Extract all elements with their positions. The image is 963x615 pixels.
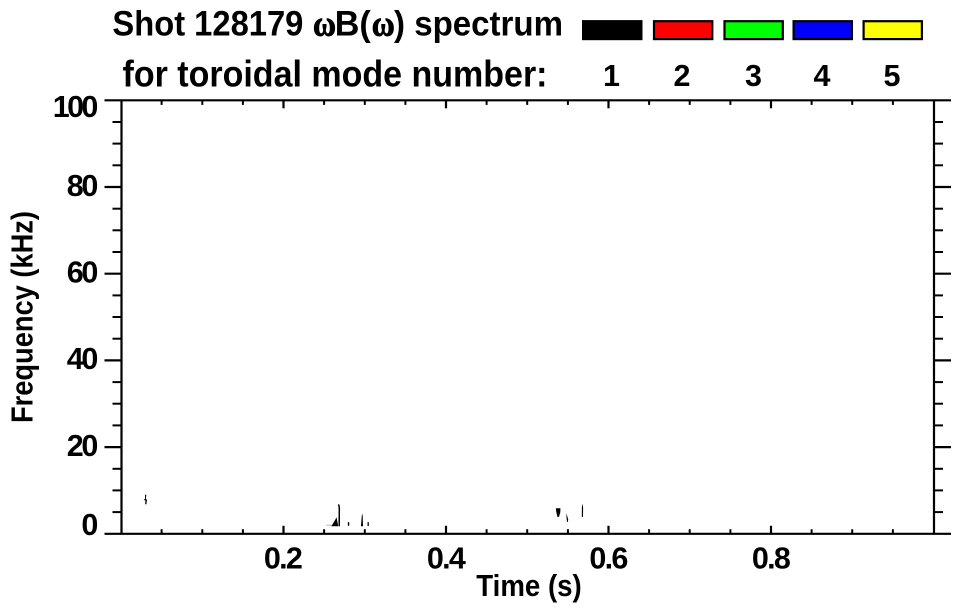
svg-text:) spectrum: ) spectrum [394, 5, 563, 44]
svg-text:80: 80 [67, 169, 99, 203]
svg-text:40: 40 [67, 342, 99, 376]
svg-text:Frequency (kHz): Frequency (kHz) [6, 211, 40, 423]
svg-text:100: 100 [53, 90, 99, 124]
svg-text:2: 2 [674, 59, 691, 93]
svg-text:0: 0 [81, 508, 98, 542]
svg-text:Shot 128179: Shot 128179 [112, 5, 303, 44]
svg-text:0.4: 0.4 [427, 542, 466, 576]
svg-text:ω: ω [372, 4, 395, 44]
svg-text:20: 20 [67, 429, 99, 463]
svg-text:60: 60 [67, 256, 99, 290]
svg-text:4: 4 [814, 59, 831, 93]
svg-text:0.2: 0.2 [264, 542, 303, 576]
svg-text:0.6: 0.6 [589, 542, 628, 576]
svg-text:3: 3 [745, 59, 762, 93]
svg-text:ω: ω [313, 4, 336, 44]
svg-text:0.8: 0.8 [752, 542, 791, 576]
svg-text:B(: B( [335, 5, 371, 44]
svg-text:5: 5 [884, 59, 901, 93]
svg-text:for toroidal mode number:: for toroidal mode number: [123, 54, 548, 95]
svg-text:1: 1 [603, 59, 620, 93]
svg-text:Time (s): Time (s) [476, 569, 582, 603]
